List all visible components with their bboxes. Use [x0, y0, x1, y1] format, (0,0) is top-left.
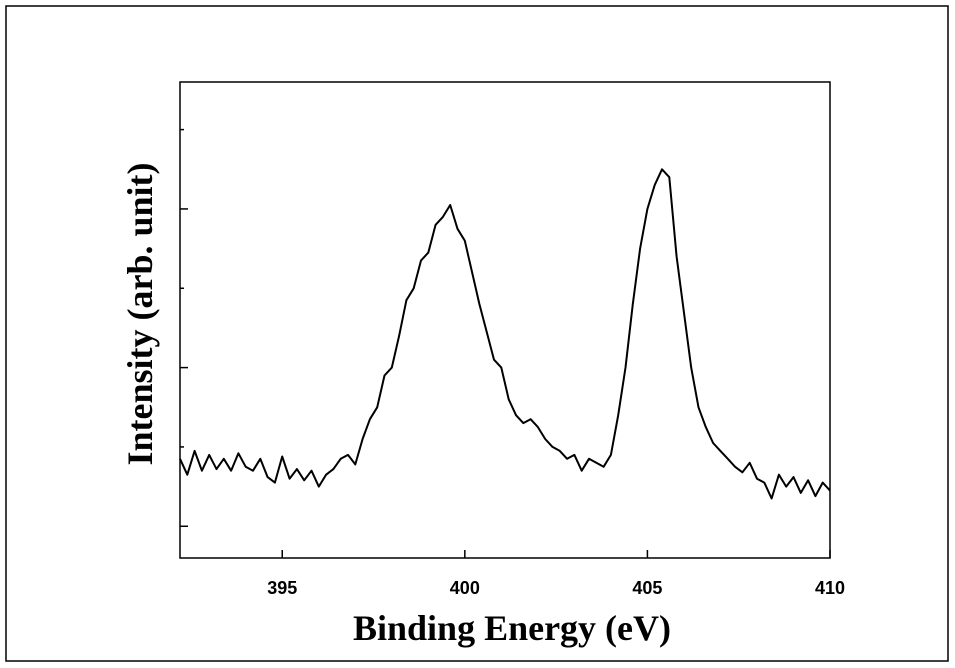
y-axis-label: Intensity (arb. unit)	[120, 162, 160, 465]
frame	[5, 5, 949, 662]
x-axis-label: Binding Energy (eV)	[353, 608, 671, 648]
x-tick-label: 410	[815, 578, 845, 598]
plot-area	[179, 81, 831, 559]
x-tick-label: 395	[267, 578, 297, 598]
x-tick-label: 400	[450, 578, 480, 598]
spectrum-line	[179, 168, 831, 500]
x-tick-label: 405	[632, 578, 662, 598]
